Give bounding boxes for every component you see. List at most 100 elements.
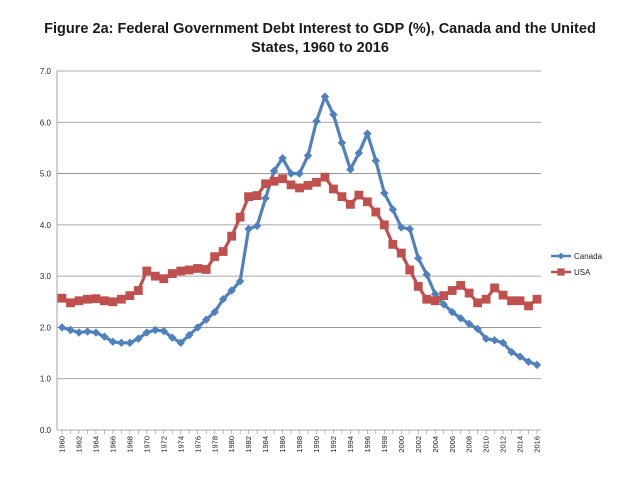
series-line-usa: [61, 175, 538, 308]
data-point-usa: [320, 172, 330, 182]
x-tick-label: 2002: [414, 436, 423, 453]
data-point-canada: [185, 330, 194, 340]
x-tick-label: 1986: [278, 436, 287, 453]
x-tick-label: 2012: [499, 436, 508, 453]
data-point-canada: [490, 336, 499, 345]
data-point-usa: [235, 212, 245, 222]
data-point-canada: [473, 324, 482, 334]
data-point-canada: [337, 138, 347, 147]
data-point-usa: [286, 180, 296, 190]
data-point-canada: [303, 151, 313, 160]
data-point-canada: [261, 193, 270, 203]
data-point-usa: [337, 192, 347, 202]
data-point-canada: [329, 110, 338, 119]
data-point-canada: [100, 332, 109, 341]
data-point-usa: [210, 252, 220, 262]
data-point-usa: [354, 190, 364, 200]
data-point-usa: [108, 297, 118, 307]
data-point-canada: [57, 323, 67, 332]
data-point-usa: [388, 239, 398, 249]
data-point-canada: [439, 300, 448, 309]
data-point-usa: [295, 183, 304, 193]
data-point-canada: [456, 313, 465, 323]
data-point-usa: [261, 179, 270, 189]
data-point-usa: [278, 174, 287, 184]
y-tick-label: 3.0: [40, 272, 52, 281]
x-tick-label: 1988: [295, 436, 304, 453]
x-tick-label: 1982: [244, 436, 253, 453]
data-point-canada: [151, 325, 160, 335]
data-point-canada: [422, 270, 431, 279]
data-point-canada: [515, 352, 525, 361]
data-point-usa: [507, 296, 516, 306]
data-point-canada: [371, 156, 381, 165]
data-point-usa: [116, 294, 126, 304]
x-tick-label: 1994: [346, 436, 355, 453]
x-tick-label: 2000: [397, 436, 406, 453]
x-tick-label: 1998: [380, 436, 389, 453]
data-point-canada: [108, 337, 118, 346]
data-point-usa: [422, 294, 432, 304]
data-point-usa: [252, 191, 262, 201]
data-point-usa: [66, 298, 75, 308]
x-tick-label: 2016: [533, 436, 542, 453]
data-point-canada: [227, 286, 236, 295]
data-point-usa: [125, 291, 135, 301]
data-point-canada: [269, 166, 279, 176]
data-point-usa: [345, 199, 355, 209]
data-point-usa: [413, 282, 423, 291]
data-point-usa: [57, 293, 67, 303]
data-point-canada: [201, 315, 211, 324]
data-point-canada: [397, 223, 406, 232]
data-point-canada: [159, 326, 168, 336]
data-point-usa: [362, 197, 372, 207]
data-point-canada: [74, 328, 84, 337]
data-point-canada: [532, 360, 542, 370]
x-tick-label: 2008: [465, 436, 474, 453]
data-point-canada: [252, 221, 262, 231]
data-point-usa: [150, 271, 160, 281]
data-point-canada: [464, 319, 474, 329]
data-point-usa: [83, 294, 92, 304]
x-tick-label: 1960: [58, 436, 67, 453]
data-point-canada: [524, 357, 533, 366]
series-layer: [57, 92, 542, 370]
data-point-usa: [524, 301, 533, 311]
y-tick-label: 5.0: [40, 170, 52, 179]
data-point-usa: [159, 274, 169, 284]
data-point-canada: [447, 307, 457, 317]
x-tick-label: 1962: [75, 436, 84, 453]
x-tick-label: 1996: [363, 436, 372, 453]
data-point-canada: [125, 338, 135, 348]
data-point-usa: [430, 296, 440, 306]
chart-title: Figure 2a: Federal Government Debt Inter…: [44, 21, 596, 56]
data-point-canada: [354, 148, 364, 158]
data-point-canada: [168, 333, 177, 342]
data-point-canada: [66, 325, 75, 335]
data-point-canada: [83, 327, 92, 336]
data-point-usa: [439, 291, 449, 301]
x-tick-label: 2004: [431, 436, 440, 453]
data-point-canada: [481, 334, 491, 343]
data-point-canada: [320, 92, 330, 101]
y-tick-label: 6.0: [40, 118, 52, 127]
data-point-usa: [329, 184, 338, 194]
x-tick-label: 1990: [312, 436, 321, 453]
x-tick-label: 1966: [108, 436, 117, 453]
data-point-usa: [405, 265, 415, 275]
data-point-canada: [388, 205, 398, 214]
data-point-usa: [498, 290, 508, 300]
data-point-canada: [278, 153, 287, 163]
data-point-canada: [286, 169, 296, 178]
data-point-canada: [507, 347, 516, 357]
data-point-canada: [346, 165, 355, 174]
data-point-canada: [210, 307, 219, 317]
data-point-usa: [218, 247, 228, 256]
axes: 0.0 1.0 2.0 3.0 4.0 5.0 6.0 7.0 1960 1962 1964 1966…: [40, 67, 542, 453]
data-point-canada: [193, 323, 202, 332]
data-point-usa: [481, 294, 491, 304]
data-point-usa: [201, 265, 211, 274]
data-point-usa: [269, 176, 279, 186]
legend-marker-canada: [557, 252, 565, 260]
